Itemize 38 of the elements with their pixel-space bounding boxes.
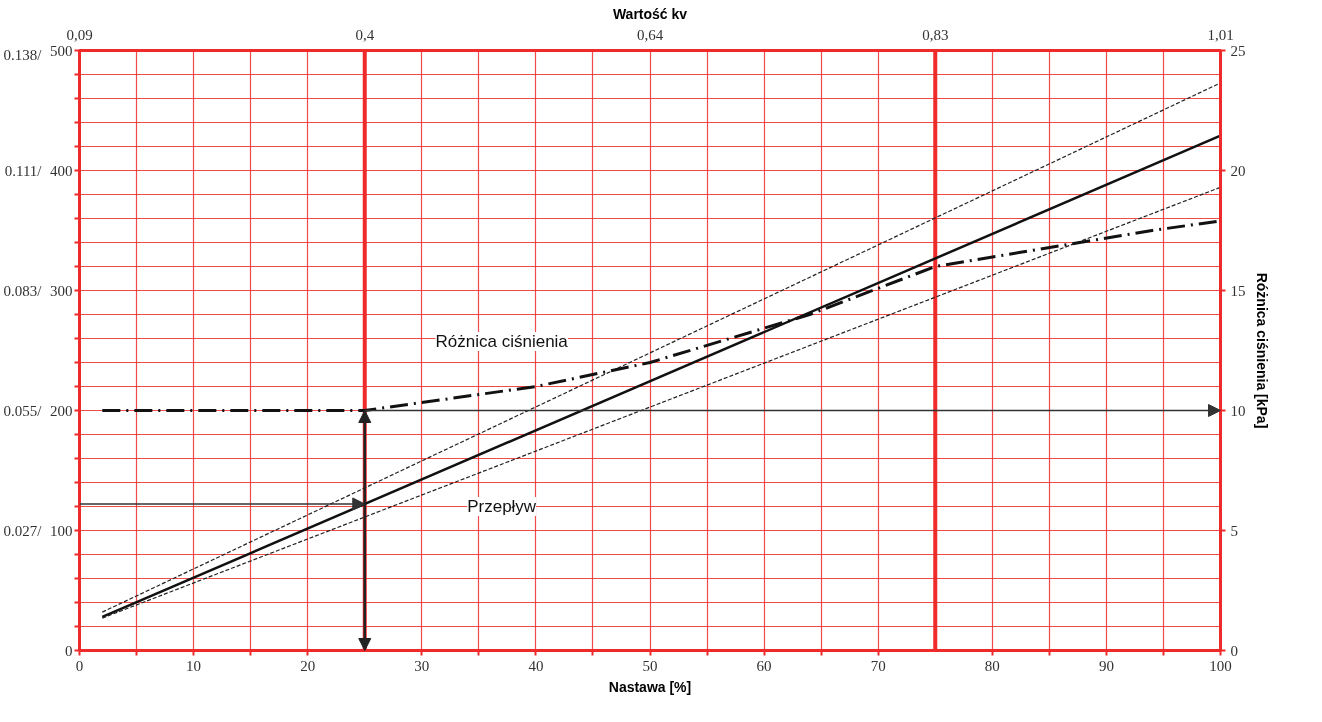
y2-tick-label: 15 [1230,282,1246,299]
y-tick-label: 100 [50,522,73,539]
x-tick-label: 50 [642,657,658,674]
y2-tick-label: 10 [1230,402,1246,419]
x-tick-label: 20 [300,657,316,674]
annotation: Różnica ciśnienia [435,332,569,351]
y-tick-label: 500 [50,42,73,59]
y3-tick-label: 0.055/ [3,402,43,419]
text: 0,4 [355,26,375,43]
y2-tick-label: 25 [1230,42,1246,59]
annotation: Przepływ [467,497,537,516]
y3-tick-label: 0.083/ [3,282,43,299]
y-tick-label: 400 [50,162,73,179]
text: 0,64 [636,26,664,43]
y-tick-label: 300 [50,282,73,299]
text: 1,01 [1207,26,1234,43]
y3-tick-label: 0.111/ [4,162,43,179]
x-tick-label: 90 [1098,657,1114,674]
y2-axis-title: Różnica ciśnienia [kPa] [1253,272,1270,429]
text: 0,83 [922,26,949,43]
y3-tick-label: 0.027/ [3,522,43,539]
y2-tick-label: 20 [1230,162,1246,179]
x-tick-label: 10 [186,657,202,674]
x-tick-label: 60 [756,657,772,674]
y-tick-label: 200 [50,402,73,419]
x-tick-label: 0 [75,657,84,674]
x-tick-label: 70 [870,657,886,674]
x-tick-label: 40 [528,657,544,674]
x2-axis-title: Wartość kv [612,5,688,22]
x-tick-label: 80 [984,657,1000,674]
y-tick-label: 0 [65,642,73,659]
x-axis-title: Nastawa [%] [608,678,692,695]
y2-tick-label: 5 [1230,522,1238,539]
y3-tick-label: 0.138/ [3,46,43,63]
y2-tick-label: 0 [1230,642,1238,659]
text: 0,09 [66,26,93,43]
x-tick-label: 30 [414,657,430,674]
x-tick-label: 100 [1209,657,1232,674]
